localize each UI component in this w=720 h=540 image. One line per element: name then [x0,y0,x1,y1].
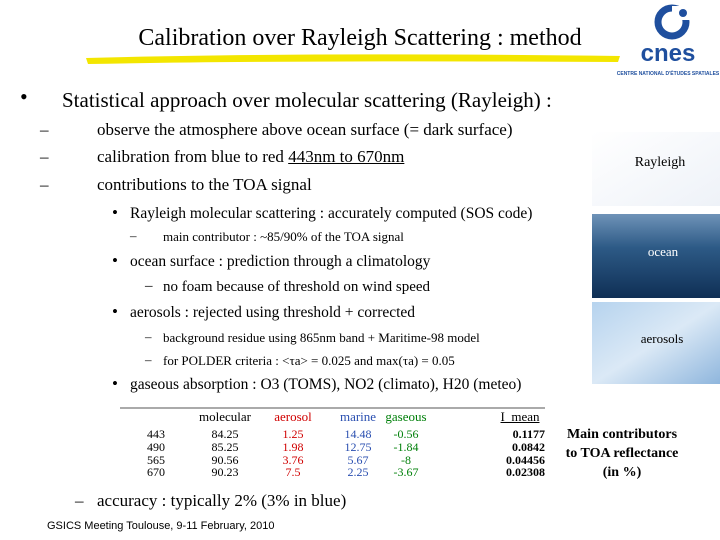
cell: 0.1177 [512,427,545,441]
closing: accuracy : typically 2% (3% in blue) [97,491,347,510]
footer: GSICS Meeting Toulouse, 9-11 February, 2… [47,520,275,532]
row-label: 565 [147,453,165,467]
cell: 14.48 [344,427,372,441]
sub-item: for POLDER criteria : <τa> = 0.025 and m… [163,353,455,368]
cell: 85.25 [211,440,239,454]
cell: 3.76 [282,453,304,467]
item: aerosols : rejected using threshold + co… [130,304,416,321]
image-label: Rayleigh [634,155,686,170]
column-header: I_mean [500,409,540,424]
dash: – [130,228,137,243]
sub-bullet: contributions to the TOA signal [97,175,312,194]
sub-bullet-text: calibration from blue to red [97,147,289,166]
table-note: to TOA reflectance [565,446,679,461]
image-label: aerosols [640,331,684,346]
cell: 90.56 [211,453,239,467]
dash: – [40,175,49,194]
dash: – [145,329,152,344]
column-header: aerosol [274,409,312,424]
cell: 0.02308 [506,465,545,479]
sub-item: main contributor : ~85/90% of the TOA si… [163,229,404,244]
dash: – [40,147,49,166]
main-bullet: Statistical approach over molecular scat… [62,88,552,112]
dash: – [40,120,49,139]
cell: -8 [401,453,411,467]
bullet-symbol: • [112,203,118,222]
dash: – [75,491,84,510]
column-header: marine [339,409,377,424]
sub-item: background residue using 865nm band + Ma… [163,330,480,345]
cell: 7.5 [285,465,301,479]
cell: -3.67 [393,465,419,479]
cell: 84.25 [211,427,239,441]
column-header: molecular [199,409,251,424]
logo-mark [654,4,692,40]
sub-bullet-underlined: 443nm to 670nm [288,147,405,166]
sub-item: no foam because of threshold on wind spe… [163,279,431,295]
row-label: 490 [147,440,165,454]
table-note: Main contributors [566,427,678,442]
image-label: ocean [647,244,679,259]
cell: 2.25 [347,465,369,479]
bullet-symbol: • [112,374,118,393]
logo-tagline: CENTRE NATIONAL D'ÉTUDES SPATIALES [616,71,720,77]
cell: 1.25 [282,427,304,441]
cell: 12.75 [344,440,372,454]
title-underline [86,54,620,64]
cell: 1.98 [282,440,304,454]
item: gaseous absorption : O3 (TOMS), NO2 (cli… [130,376,522,393]
column-header: gaseous [385,409,427,424]
rayleigh-image [592,132,720,206]
bullet-symbol: • [112,251,118,270]
cell: 0.04456 [506,453,545,467]
cell: -0.56 [393,427,419,441]
dash: – [145,352,152,367]
sub-bullet: calibration from blue to red 443nm to 67… [97,148,404,165]
item: ocean surface : prediction through a cli… [130,253,431,270]
bullet-symbol: • [112,302,118,321]
ocean-image [592,214,720,298]
cell: 5.67 [347,453,369,467]
table-note: (in %) [602,465,642,480]
item: Rayleigh molecular scattering : accurate… [130,205,533,222]
aerosols-image [592,302,720,384]
cell: -1.84 [393,440,419,454]
row-label: 670 [147,465,165,479]
bullet-symbol: • [20,84,28,109]
cell: 0.0842 [512,440,545,454]
logo-name: cnes [640,40,696,67]
title: Calibration over Rayleigh Scattering : m… [138,25,582,51]
dash: – [145,278,153,294]
cell: 90.23 [211,465,239,479]
row-label: 443 [147,427,165,441]
sub-bullet: observe the atmosphere above ocean surfa… [97,120,513,139]
